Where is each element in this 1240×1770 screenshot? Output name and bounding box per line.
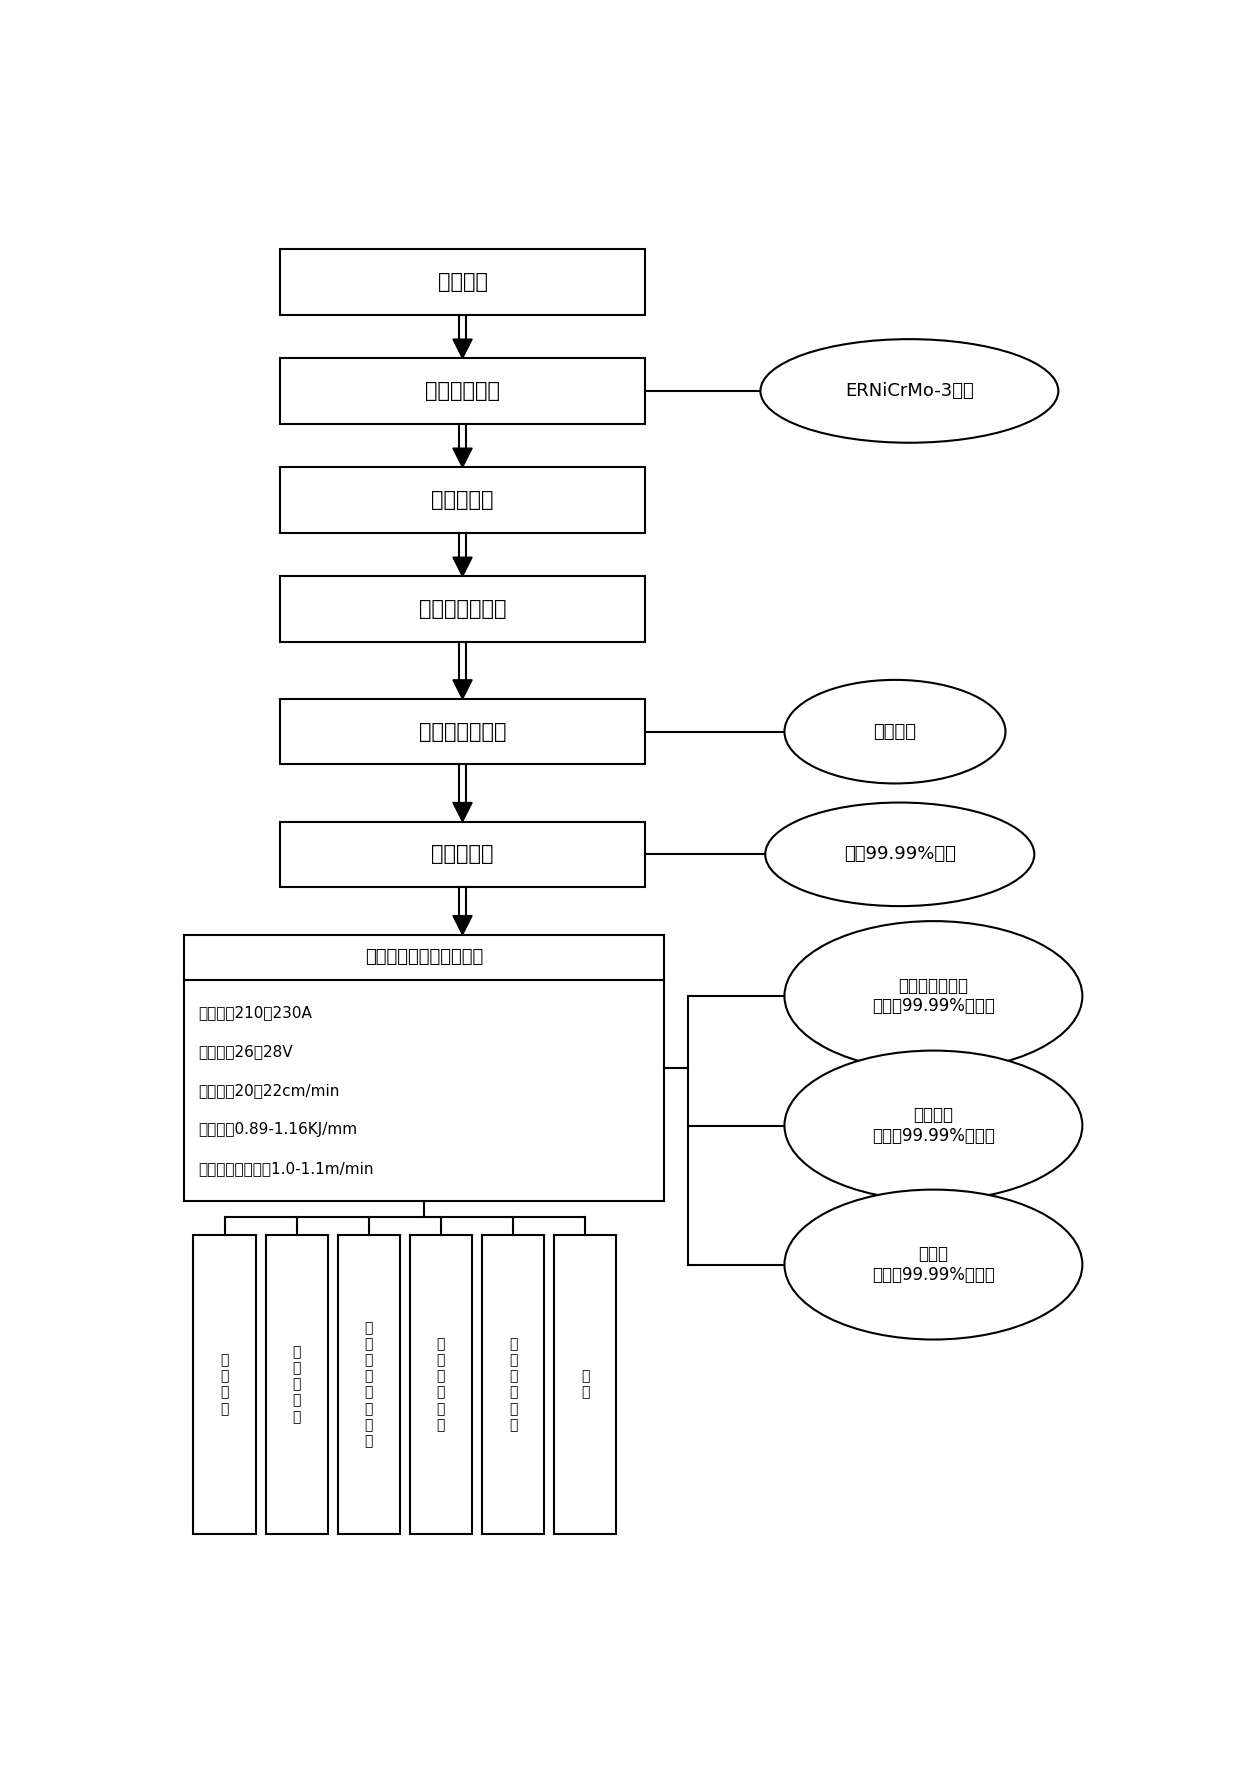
Text: 焊接（等离子弧焊设备）: 焊接（等离子弧焊设备） xyxy=(365,949,484,966)
Ellipse shape xyxy=(760,340,1058,442)
Text: 充背保护气: 充背保护气 xyxy=(432,844,494,864)
Text: 纯度99.99%氩气: 纯度99.99%氩气 xyxy=(844,846,956,864)
Text: 旁通焊丝送丝速度1.0-1.1m/min: 旁通焊丝送丝速度1.0-1.1m/min xyxy=(198,1161,373,1175)
Text: 钢板预处理: 钢板预处理 xyxy=(432,490,494,510)
Polygon shape xyxy=(453,448,472,467)
Ellipse shape xyxy=(785,920,1083,1071)
Ellipse shape xyxy=(785,680,1006,784)
Bar xyxy=(554,1235,616,1535)
Bar xyxy=(280,699,645,765)
Text: 安装背保护工装: 安装背保护工装 xyxy=(419,722,506,742)
Text: 焊接电流210～230A: 焊接电流210～230A xyxy=(198,1005,312,1020)
Text: 焊接速度20～22cm/min: 焊接速度20～22cm/min xyxy=(198,1083,340,1097)
Text: 等离子气
（纯度99.99%氩气）: 等离子气 （纯度99.99%氩气） xyxy=(872,1106,994,1145)
Text: 焊接正面保护气
（纯度99.99%氩气）: 焊接正面保护气 （纯度99.99%氩气） xyxy=(872,977,994,1016)
Ellipse shape xyxy=(785,1051,1083,1200)
Bar xyxy=(265,1235,327,1535)
Bar xyxy=(280,467,645,533)
Text: 旁通焊丝选择: 旁通焊丝选择 xyxy=(425,381,500,402)
Bar xyxy=(481,1235,544,1535)
Polygon shape xyxy=(453,915,472,935)
Ellipse shape xyxy=(785,1189,1083,1340)
Bar xyxy=(409,1235,472,1535)
Bar xyxy=(280,821,645,887)
Bar xyxy=(184,935,665,1200)
Bar xyxy=(337,1235,401,1535)
Text: 焊
接
机
械
手: 焊 接 机 械 手 xyxy=(293,1345,301,1423)
Text: 焊接电压26～28V: 焊接电压26～28V xyxy=(198,1044,293,1058)
Text: 钢板拼接与定位: 钢板拼接与定位 xyxy=(419,598,506,619)
Text: ERNiCrMo-3焊丝: ERNiCrMo-3焊丝 xyxy=(844,382,973,400)
Text: 热输入量0.89-1.16KJ/mm: 热输入量0.89-1.16KJ/mm xyxy=(198,1122,357,1136)
Polygon shape xyxy=(453,680,472,699)
Ellipse shape xyxy=(765,802,1034,906)
Bar xyxy=(280,250,645,315)
Text: 控
制
系
统: 控 制 系 统 xyxy=(221,1354,229,1416)
Bar xyxy=(280,358,645,423)
Text: 拖
罩: 拖 罩 xyxy=(580,1370,589,1400)
Bar xyxy=(280,577,645,643)
Text: 钢板切割: 钢板切割 xyxy=(438,273,487,292)
Text: 背保护盒: 背保护盒 xyxy=(873,722,916,740)
Polygon shape xyxy=(453,558,472,577)
Text: 等
离
子
弧
焊
枪: 等 离 子 弧 焊 枪 xyxy=(508,1336,517,1432)
Polygon shape xyxy=(453,802,472,821)
Polygon shape xyxy=(453,340,472,358)
Bar xyxy=(193,1235,255,1535)
Text: 旁
路
送
丝
装
置: 旁 路 送 丝 装 置 xyxy=(436,1336,445,1432)
Text: 拖罩气
（纯度99.99%氩气）: 拖罩气 （纯度99.99%氩气） xyxy=(872,1244,994,1283)
Text: 接
缝
间
隙
检
测
装
置: 接 缝 间 隙 检 测 装 置 xyxy=(365,1320,373,1448)
